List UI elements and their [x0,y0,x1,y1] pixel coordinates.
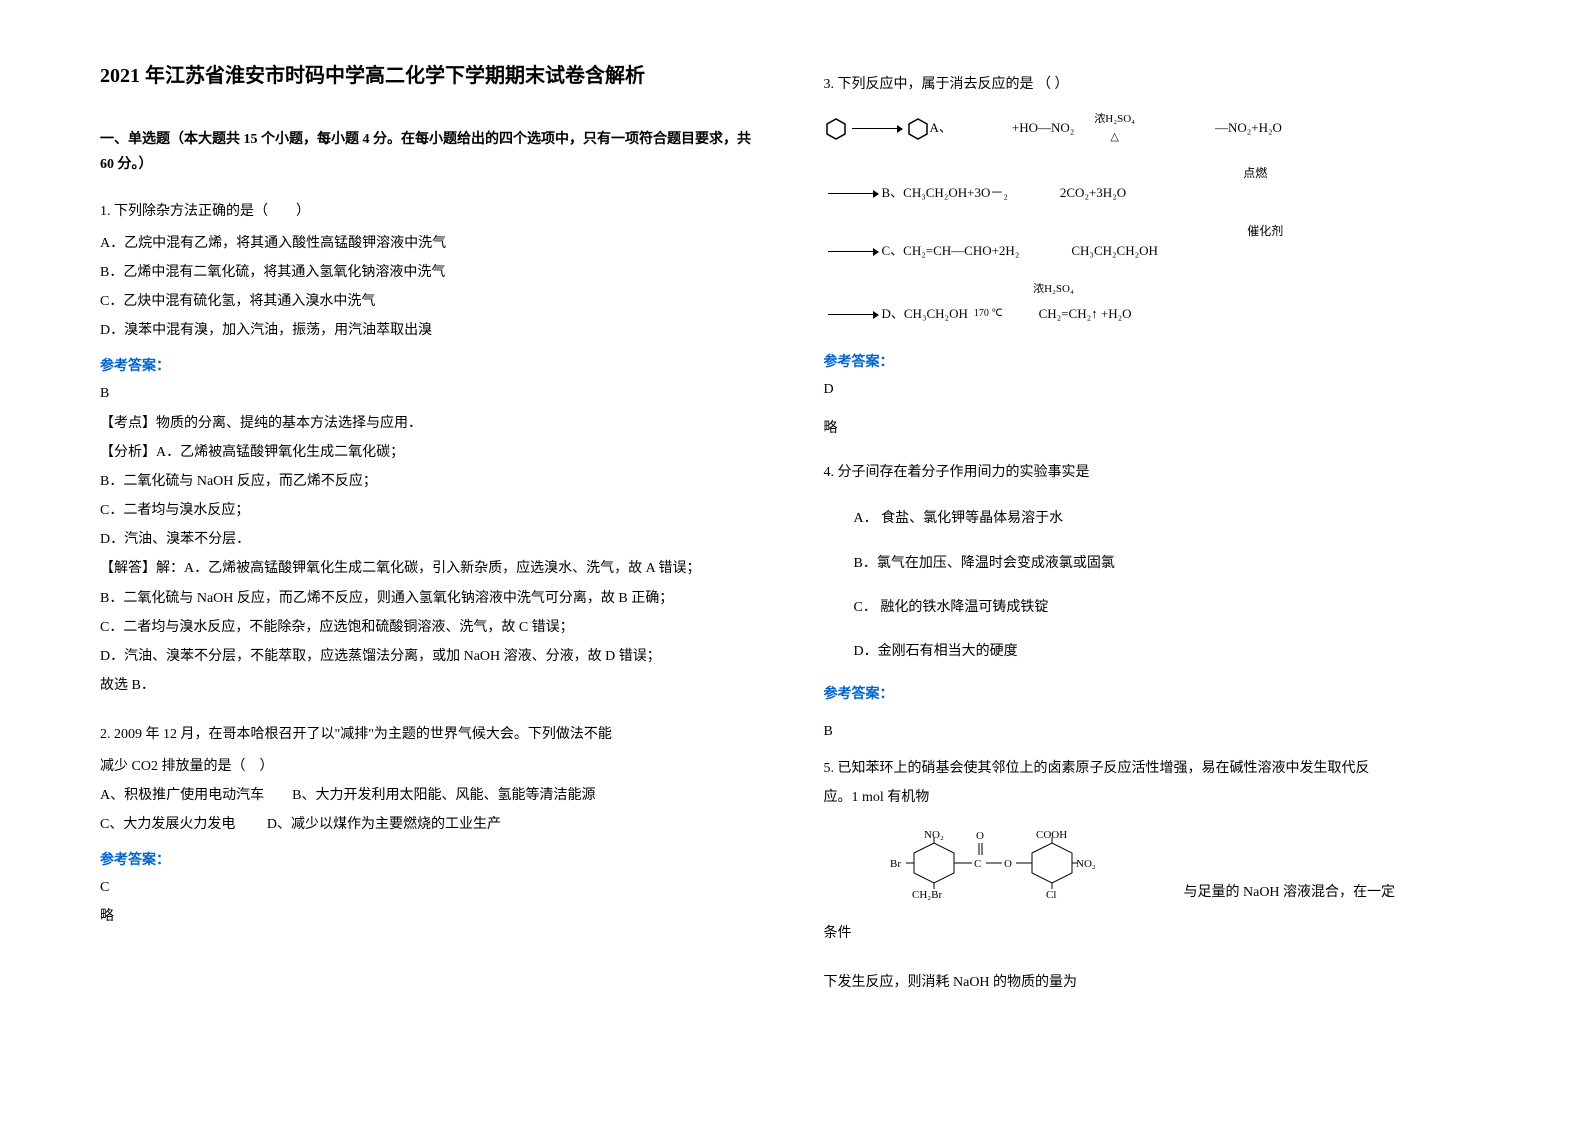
q4-stem: 4. 分子间存在着分子作用间力的实验事实是 [824,460,1488,485]
q3-option-a-mid: +HO—NO₂ [1012,118,1074,139]
q5-after-fig: 与足量的 NaOH 溶液混合，在一定 [1184,881,1396,901]
arrow-icon [828,193,878,194]
q3-option-a-label: A、 [930,118,952,139]
q4-answer-label: 参考答案： [824,683,1488,703]
label-ch2br: CH₂Br [912,889,942,901]
q2-stem-line1: 2. 2009 年 12 月，在哥本哈根召开了以"减排"为主题的世界气候大会。下… [100,722,764,747]
q3-note: 略 [824,416,1488,441]
q3-cond-a: 浓H₂SO₄ [1094,111,1135,129]
q1-solve-end: 故选 B． [100,673,764,698]
q4-option-c: C． 融化的铁水降温可铸成铁锭 [824,595,1488,620]
q3-reaction-a: A、 +HO—NO₂ 浓H₂SO₄ △ —NO₂+H₂O [824,103,1488,154]
q1-analysis-point: 【考点】物质的分离、提纯的基本方法选择与应用． [100,411,764,436]
q1-stem: 1. 下列除杂方法正确的是（ ） [100,199,764,224]
label-br: Br [890,858,901,870]
section-1-header: 一、单选题（本大题共 15 个小题，每小题 4 分。在每小题给出的四个选项中，只… [100,127,764,177]
q5-stem-line1: 5. 已知苯环上的硝基会使其邻位上的卤素原子反应活性增强，易在碱性溶液中发生取代… [824,756,1488,781]
document-title: 2021 年江苏省淮安市时码中学高二化学下学期期末试卷含解析 [100,60,764,92]
q5-cond: 条件 [824,921,1488,946]
q3-option-a-right: —NO₂+H₂O [1215,118,1282,139]
q3-option-c: C、CH₂=CH—CHO+2H₂ CH₃CH₂CH₂OH [882,241,1158,262]
label-o: O [976,830,984,842]
q2-answer: C [100,875,764,900]
q3-option-b: B、CH₃CH₂OH+3O－₂ 2CO₂+3H₂O [882,183,1127,204]
q1-solve-a: 【解答】解：A．乙烯被高锰酸钾氧化生成二氧化碳，引入新杂质，应选溴水、洗气，故 … [100,556,764,581]
right-column: 3. 下列反应中，属于消去反应的是 （ ） A、 +HO—NO₂ 浓H₂SO₄ … [824,60,1488,1062]
q3-reaction-c: 催化剂 C、CH₂=CH—CHO+2H₂ CH₃CH₂CH₂OH [824,222,1488,270]
delta-icon: △ [1110,129,1118,147]
q1-option-d: D．溴苯中混有溴，加入汽油，振荡，用汽油萃取出溴 [100,318,764,343]
q1-solve-d: D．汽油、溴苯不分层，不能萃取，应选蒸馏法分离，或加 NaOH 溶液、分液，故 … [100,644,764,669]
q5-stem-end: 下发生反应，则消耗 NaOH 的物质的量为 [824,970,1488,995]
q1-analysis-header: 【分析】A．乙烯被高锰酸钾氧化生成二氧化碳； [100,440,764,465]
q1-analysis-b: B．二氧化硫与 NaOH 反应，而乙烯不反应； [100,469,764,494]
arrow-icon [828,251,878,252]
q1-solve-b: B．二氧化硫与 NaOH 反应，而乙烯不反应，则通入氢氧化钠溶液中洗气可分离，故… [100,586,764,611]
q1-answer-label: 参考答案： [100,355,764,375]
arrow-icon [852,128,902,129]
molecule-structure: NO₂ Br CH₂Br C O O COOH NO₂ Cl [864,823,1144,913]
q3-answer: D [824,377,1488,402]
q2-answer-label: 参考答案： [100,849,764,869]
q3-answer-label: 参考答案： [824,351,1488,371]
q3-cond-c: 催化剂 [1044,222,1488,239]
q2-option-cd: C、大力发展火力发电 D、减少以煤作为主要燃烧的工业生产 [100,812,764,837]
q1-option-c: C．乙炔中混有硫化氢，将其通入溴水中洗气 [100,289,764,314]
benzene-icon [824,117,848,141]
q1-option-a: A．乙烷中混有乙烯，将其通入酸性高锰酸钾溶液中洗气 [100,231,764,256]
arrow-icon [828,314,878,315]
q4-option-d: D．金刚石有相当大的硬度 [824,639,1488,664]
q3-stem: 3. 下列反应中，属于消去反应的是 （ ） [824,72,1488,97]
q1-answer: B [100,381,764,406]
q4-answer: B [824,719,1488,744]
q1-analysis-c: C．二者均与溴水反应； [100,498,764,523]
q3-option-d-left: D、CH₃CH₂OH [882,304,968,325]
q4-option-a: A． 食盐、氯化钾等晶体易溶于水 [824,506,1488,531]
benzene-icon [906,117,930,141]
q3-cond-d2: 170 ℃ [974,306,1003,322]
q3-reaction-d: 浓H₂SO₄ D、CH₃CH₂OH 170 ℃ CH₂=CH₂↑ +H₂O [824,280,1488,333]
label-c: C [974,858,981,870]
q5-stem-line2: 应。1 mol 有机物 [824,785,1488,810]
label-o2: O [1004,858,1012,870]
q2-note: 略 [100,904,764,929]
q1-analysis-d: D．汽油、溴苯不分层． [100,527,764,552]
label-no2-2: NO₂ [1076,858,1096,870]
q2-option-ab: A、积极推广使用电动汽车 B、大力开发利用太阳能、风能、氢能等清洁能源 [100,783,764,808]
left-column: 2021 年江苏省淮安市时码中学高二化学下学期期末试卷含解析 一、单选题（本大题… [100,60,764,1062]
q3-cond-b: 点燃 [1024,164,1488,181]
q3-option-d-right: CH₂=CH₂↑ +H₂O [1039,304,1132,325]
q1-option-b: B．乙烯中混有二氧化硫，将其通入氢氧化钠溶液中洗气 [100,260,764,285]
q2-stem-line2: 减少 CO2 排放量的是（ ） [100,754,764,779]
q4-option-b: B．氯气在加压、降温时会变成液氯或固氯 [824,551,1488,576]
q3-cond-d: 浓H₂SO₄ [1033,280,1074,296]
q3-reaction-b: 点燃 B、CH₃CH₂OH+3O－₂ 2CO₂+3H₂O [824,164,1488,212]
q1-solve-c: C．二者均与溴水反应，不能除杂，应选饱和硫酸铜溶液、洗气，故 C 错误； [100,615,764,640]
label-cl: Cl [1046,889,1056,901]
